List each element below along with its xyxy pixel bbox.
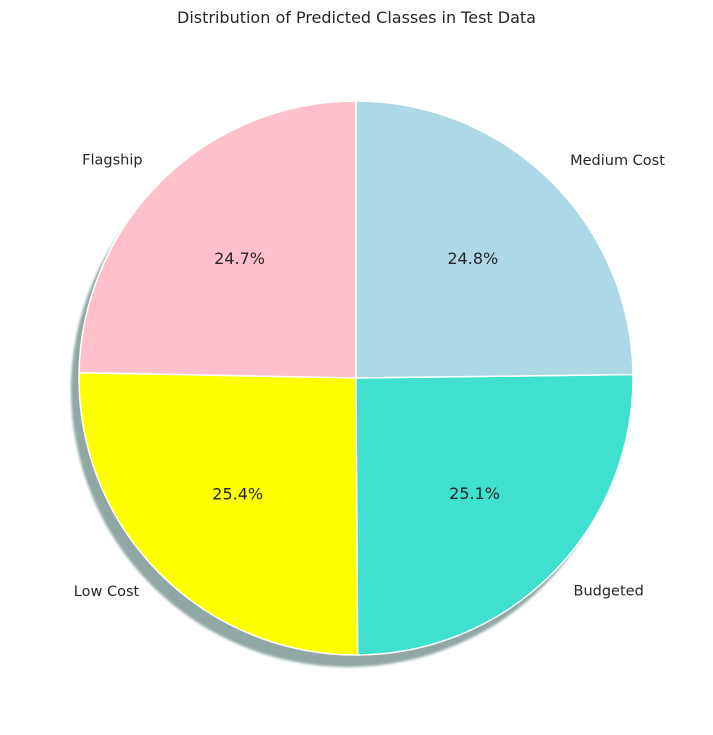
- slice-label: Budgeted: [574, 583, 644, 599]
- pie-slice-medium-cost: [355, 100, 634, 379]
- slice-label: Flagship: [82, 153, 142, 169]
- slice-percent-label: 25.4%: [212, 484, 263, 503]
- pie-slice-budgeted: [355, 373, 634, 656]
- pie-slice-flagship: [78, 100, 357, 379]
- chart-title: Distribution of Predicted Classes in Tes…: [177, 8, 536, 27]
- slice-label: Low Cost: [74, 584, 140, 600]
- slice-percent-label: 24.8%: [447, 249, 498, 268]
- pie-slice-low-cost: [78, 372, 359, 656]
- slice-label: Medium Cost: [570, 153, 665, 169]
- slice-percent-label: 24.7%: [214, 249, 265, 268]
- slice-percent-label: 25.1%: [449, 484, 500, 503]
